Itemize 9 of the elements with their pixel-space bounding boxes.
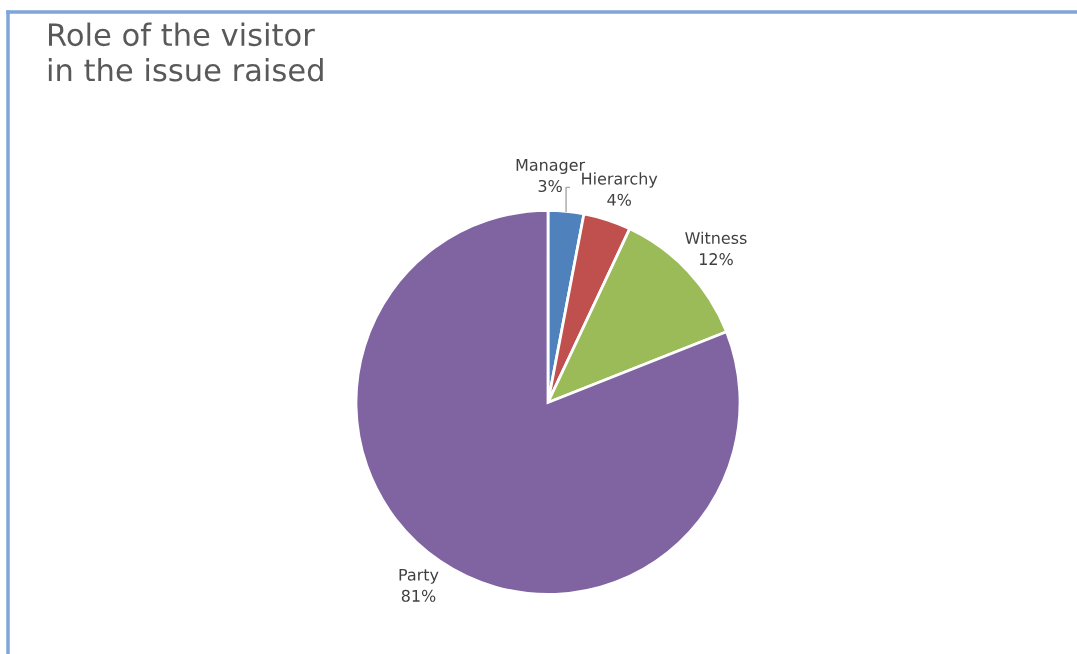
slice-label: Hierarchy xyxy=(582,172,658,188)
data-label: 4% xyxy=(607,193,631,206)
slice-label: Party xyxy=(399,568,439,584)
slice-label: Manager xyxy=(516,159,586,174)
data-label: 12% xyxy=(699,253,733,266)
data-label: 3% xyxy=(538,179,562,193)
data-label: 81% xyxy=(401,589,436,602)
slice-label: Witness xyxy=(685,231,747,245)
chart-title: Role of the visitor in the issue raised xyxy=(48,22,323,82)
